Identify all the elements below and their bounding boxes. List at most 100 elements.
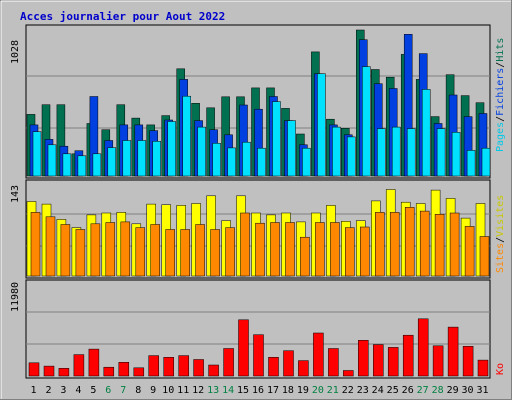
bar-sites — [30, 212, 41, 277]
x-tick-label: 10 — [162, 385, 174, 396]
bar-kb — [477, 359, 489, 377]
x-tick-label: 16 — [252, 385, 264, 396]
bar-sites — [404, 207, 415, 277]
legend-sep-1: / — [495, 116, 506, 122]
bar-sites — [225, 227, 235, 277]
legend-files: Fichiers — [495, 68, 506, 116]
bar-kb — [73, 354, 85, 377]
x-tick-label: 3 — [60, 385, 66, 396]
bar-kb — [447, 326, 459, 377]
bar-pages — [347, 136, 356, 177]
x-tick-label: 24 — [372, 385, 384, 396]
bar-pages — [227, 147, 236, 177]
bar-kb — [193, 359, 204, 377]
bar-kb — [328, 348, 339, 377]
x-tick-label: 8 — [135, 385, 141, 396]
bar-sites — [360, 226, 370, 277]
bar-kb — [223, 348, 234, 377]
bar-pages — [391, 126, 401, 177]
x-tick-label: 9 — [150, 385, 156, 396]
bar-sites — [285, 222, 295, 277]
bar-kb — [238, 319, 249, 377]
bar-kb — [88, 348, 100, 377]
legend-sites: Sites — [495, 243, 506, 273]
panel-kb — [25, 279, 491, 379]
bar-pages — [451, 132, 461, 177]
x-tick-label: 2 — [45, 385, 51, 396]
panel-hits-files-pages — [25, 24, 491, 179]
bar-kb — [313, 332, 324, 377]
bar-pages — [377, 128, 386, 177]
bot-y-tick-label: 11980 — [10, 282, 21, 312]
bar-sites — [120, 221, 131, 277]
bar-pages — [421, 89, 431, 177]
bar-pages — [47, 144, 57, 177]
bot-right-legend: Ko — [495, 363, 506, 375]
legend-hits: Hits — [495, 38, 506, 62]
bar-kb — [298, 360, 309, 377]
bar-sites — [135, 227, 146, 277]
x-tick-label: 25 — [387, 385, 399, 396]
x-tick-label: 19 — [297, 385, 309, 396]
legend-sep-3: / — [495, 237, 506, 243]
bar-kb — [402, 334, 414, 377]
x-tick-label: 18 — [282, 385, 294, 396]
bar-pages — [122, 140, 132, 177]
bar-pages — [287, 120, 296, 177]
bar-pages — [332, 126, 341, 177]
bar-sites — [45, 216, 56, 277]
bar-pages — [197, 126, 206, 177]
bar-pages — [406, 128, 416, 177]
x-tick-label: 30 — [461, 385, 473, 396]
bar-kb — [417, 318, 429, 377]
bar-pages — [481, 147, 491, 177]
bar-pages — [257, 147, 266, 177]
bar-kb — [343, 370, 354, 377]
bar-kb — [28, 362, 40, 377]
chart-title: Acces journalier pour Aout 2022 — [20, 10, 225, 23]
x-tick-label: 22 — [342, 385, 354, 396]
bar-pages — [92, 153, 102, 177]
top-y-tick-label: 1028 — [10, 40, 21, 64]
bar-pages — [212, 143, 221, 177]
bar-pages — [137, 140, 147, 177]
legend-sep-2: / — [495, 62, 506, 68]
x-tick-label: 21 — [327, 385, 339, 396]
panel-visits-sites — [25, 179, 491, 279]
bar-sites — [449, 212, 460, 277]
bar-pages — [302, 147, 311, 177]
x-tick-label: 14 — [222, 385, 234, 396]
bar-sites — [255, 222, 265, 277]
bar-sites — [180, 229, 190, 277]
bar-kb — [432, 345, 444, 377]
bar-pages — [317, 73, 326, 177]
bar-pages — [182, 95, 191, 177]
bar-sites — [270, 222, 280, 277]
mid-y-tick-label: 143 — [10, 185, 21, 203]
bar-kb — [253, 334, 264, 377]
bar-sites — [75, 229, 86, 277]
bar-sites — [375, 212, 385, 277]
bar-sites — [240, 212, 250, 277]
bar-sites — [389, 212, 400, 277]
bar-sites — [60, 224, 71, 277]
x-tick-label: 20 — [312, 385, 324, 396]
bar-pages — [32, 131, 42, 177]
x-tick-label: 28 — [432, 385, 444, 396]
bar-kb — [148, 355, 159, 377]
bar-sites — [419, 210, 430, 277]
bar-pages — [167, 121, 176, 177]
bar-kb — [462, 346, 474, 377]
bar-kb — [103, 366, 115, 377]
x-tick-label: 17 — [267, 385, 279, 396]
x-tick-label: 4 — [75, 385, 81, 396]
bar-pages — [466, 150, 476, 177]
bar-kb — [358, 340, 369, 377]
bar-sites — [300, 236, 310, 277]
bar-kb — [43, 365, 55, 377]
bar-pages — [242, 141, 251, 177]
bar-sites — [165, 229, 175, 277]
bar-kb — [58, 368, 70, 377]
